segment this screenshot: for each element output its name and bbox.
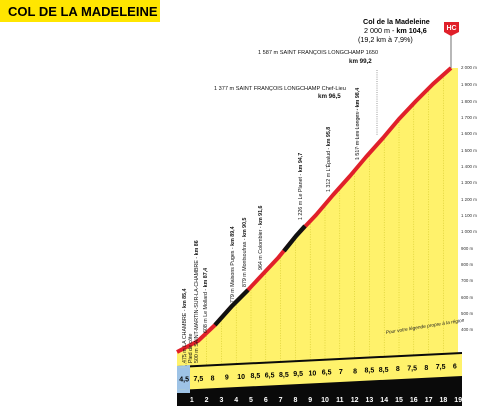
- alt-tick: 400 m: [461, 327, 474, 332]
- waypoint-label: 475 m LA CHAMBRE - km 85,4: [182, 288, 188, 363]
- gradient-label: 10: [308, 370, 316, 377]
- km-label: 8: [293, 397, 297, 404]
- gradient-label: 8,5: [251, 373, 261, 380]
- gradient-label: 7,5: [194, 376, 204, 383]
- km-label: 6: [264, 397, 268, 404]
- alt-tick: 600 m: [461, 295, 474, 300]
- gradient-band: [177, 354, 462, 390]
- km-label: 14: [380, 397, 388, 404]
- km-row: 1 2 3 4 5 6 7 8 9 10 11 12 13 14 15 16 17 18 19: [190, 397, 462, 404]
- gradient-label: 7,5: [436, 364, 446, 371]
- km-label: 13: [366, 397, 374, 404]
- km-label: 3: [219, 397, 223, 404]
- alt-tick: 1 000 m: [461, 229, 477, 234]
- alt-tick: 1 600 m: [461, 131, 477, 136]
- alt-tick: 1 300 m: [461, 180, 477, 185]
- page-title: COL DE LA MADELEINE: [8, 4, 158, 19]
- gradient-label: 8: [353, 368, 357, 375]
- altitude-scale: 2 000 m 1 900 m 1 800 m 1 700 m 1 600 m …: [461, 65, 477, 332]
- title-background: [0, 0, 160, 22]
- gradient-label: 10: [237, 374, 245, 381]
- gradient-label: 4,5: [179, 377, 189, 384]
- waypoint-label: 1 312 m L'Épalud - km 95,8: [325, 127, 332, 192]
- alt-tick: 500 m: [461, 311, 474, 316]
- alt-tick: 1 700 m: [461, 115, 477, 120]
- waypoint-label: 1 517 m Les Longes - km 98,4: [355, 88, 361, 160]
- km-label: 18: [440, 397, 448, 404]
- first-km-gradient-cell: [177, 367, 190, 390]
- alt-tick: 1 200 m: [461, 197, 477, 202]
- hc-badge-label: HC: [447, 25, 457, 32]
- waypoint-label: 879 m Montsoufras - km 90,5: [242, 217, 248, 287]
- gradient-label: 8: [396, 366, 400, 373]
- km-label: 1: [190, 397, 194, 404]
- alt-tick: 1 100 m: [461, 213, 477, 218]
- km-label: 11: [336, 397, 344, 404]
- alt-tick: 1 500 m: [461, 148, 477, 153]
- waypoint-km-horizontal: km 96,5: [318, 93, 341, 100]
- gradient-label: 8,5: [379, 367, 389, 374]
- alt-tick: 1 800 m: [461, 99, 477, 104]
- waypoint-label: 1 226 m Le Planet - km 94,7: [298, 153, 304, 220]
- waypoint-label: 500 m SAINT-MARTIN-SUR-LA-CHAMBRE - km 8…: [194, 240, 200, 363]
- profile-grid: [191, 77, 444, 366]
- km-label: 2: [205, 397, 209, 404]
- summit-altitude: 2 000 m - km 104,6: [364, 26, 427, 35]
- alt-tick: 1 400 m: [461, 164, 477, 169]
- km-label: 5: [249, 397, 253, 404]
- waypoint-label: 779 m Maisons Puges - km 89,4: [230, 226, 236, 303]
- km-label: 12: [351, 397, 359, 404]
- road-steep-section-2: [282, 224, 307, 253]
- waypoint-label: 608 m Le Mollard - km 87,4: [203, 268, 209, 333]
- waypoint-sublabel: Pied de côte: [188, 333, 194, 363]
- gradient-label: 6,5: [265, 372, 275, 379]
- road-steep-section-1: [213, 288, 250, 327]
- alt-tick: 700 m: [461, 278, 474, 283]
- alt-tick: 900 m: [461, 246, 474, 251]
- gradient-label: 7: [339, 369, 343, 376]
- gradient-label: 6: [453, 363, 457, 370]
- km-label: 15: [395, 397, 403, 404]
- gradient-label: 8,5: [365, 368, 375, 375]
- gradient-label: 8,5: [279, 372, 289, 379]
- hc-badge: [444, 22, 459, 36]
- waypoint-label-horizontal: 1 377 m SAINT FRANÇOIS LONGCHAMP Chef-Li…: [214, 86, 346, 92]
- summit-name: Col de la Madeleine: [363, 17, 430, 26]
- waypoint-km-horizontal: km 99,2: [349, 58, 372, 65]
- km-label: 9: [308, 397, 312, 404]
- waypoint-labels: 475 m LA CHAMBRE - km 85,4 Pied de côte …: [182, 88, 361, 363]
- gradient-row: 4,5 7,5 8 9 10 8,5 6,5 8,5 9,5 10 6,5 7 8 8,5 8,5 8 7,5 8…: [177, 354, 462, 390]
- km-label: 10: [321, 397, 329, 404]
- gradient-label: 9: [225, 375, 229, 382]
- km-label: 19: [454, 397, 462, 404]
- alt-tick: 1 900 m: [461, 82, 477, 87]
- waypoint-label: 964 m Colombier - km 91,6: [258, 205, 264, 270]
- alt-tick: 2 000 m: [461, 65, 477, 70]
- gradient-label: 6,5: [322, 370, 332, 377]
- gradient-label: 7,5: [407, 365, 417, 372]
- alt-tick: 800 m: [461, 262, 474, 267]
- gradient-label: 8: [424, 365, 428, 372]
- km-label: 17: [425, 397, 433, 404]
- waypoint-label-horizontal: 1 587 m SAINT FRANÇOIS LONGCHAMP 1650: [258, 50, 378, 56]
- km-label: 4: [234, 397, 238, 404]
- summit-climb-info: (19,2 km à 7,9%): [358, 35, 413, 44]
- km-label: 16: [410, 397, 418, 404]
- gradient-label: 9,5: [293, 371, 303, 378]
- km-label: 7: [279, 397, 283, 404]
- gradient-label: 8: [211, 375, 215, 382]
